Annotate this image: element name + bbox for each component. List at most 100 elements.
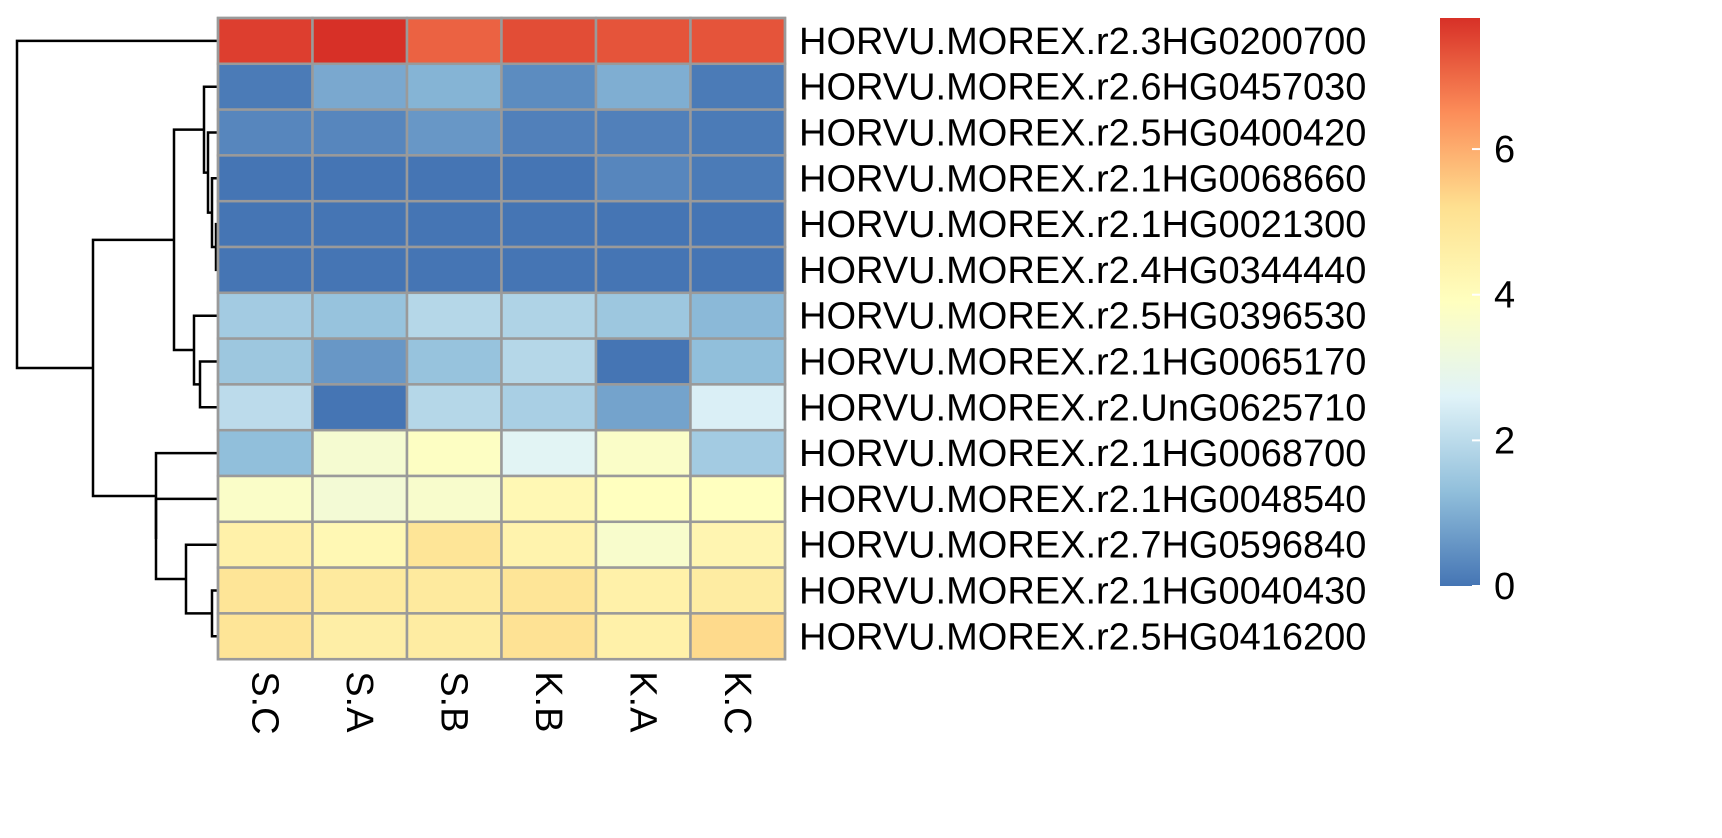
heatmap-cell xyxy=(500,245,598,295)
heatmap-cell xyxy=(216,337,314,386)
heatmap-cell xyxy=(689,566,787,615)
heatmap-cell xyxy=(405,566,503,615)
heatmap-cell xyxy=(594,16,692,66)
column-label: K.C xyxy=(716,671,758,734)
heatmap-cells xyxy=(216,16,787,661)
dendrogram-branch xyxy=(192,314,218,386)
heatmap-cell xyxy=(216,62,314,111)
row-label: HORVU.MOREX.r2.7HG0596840 xyxy=(799,525,1366,567)
heatmap-cell xyxy=(594,520,692,569)
dendrogram-branch xyxy=(15,39,218,370)
heatmap-cell xyxy=(216,383,314,432)
row-label: HORVU.MOREX.r2.5HG0416200 xyxy=(799,616,1366,658)
heatmap-cell xyxy=(216,291,314,340)
color-legend: 0 2 4 6 xyxy=(1440,18,1515,608)
row-label: HORVU.MOREX.r2.3HG0200700 xyxy=(799,21,1366,63)
heatmap-cell xyxy=(689,337,787,386)
row-label: HORVU.MOREX.r2.1HG0068660 xyxy=(799,158,1366,200)
row-labels: HORVU.MOREX.r2.3HG0200700HORVU.MOREX.r2.… xyxy=(799,21,1366,658)
heatmap-cell xyxy=(689,62,787,111)
heatmap-cell xyxy=(500,154,598,203)
row-label: HORVU.MOREX.r2.UnG0625710 xyxy=(799,387,1366,429)
heatmap-cell xyxy=(405,108,503,157)
heatmap-cell xyxy=(689,291,787,340)
dendrogram-branch xyxy=(172,128,204,352)
heatmap-cell xyxy=(500,612,598,661)
heatmap-cell xyxy=(500,337,598,386)
heatmap-cell xyxy=(311,62,409,111)
legend-tick-label: 2 xyxy=(1494,420,1515,462)
legend-tick-label: 0 xyxy=(1494,566,1515,608)
heatmap-cell xyxy=(311,154,409,203)
heatmap-cell xyxy=(216,199,314,249)
heatmap-cell xyxy=(594,428,692,478)
heatmap-cell xyxy=(594,62,692,111)
heatmap-cell xyxy=(311,612,409,661)
column-label: S.B xyxy=(432,671,474,732)
row-label: HORVU.MOREX.r2.6HG0457030 xyxy=(799,67,1366,109)
legend-color-bar xyxy=(1440,18,1480,586)
row-label: HORVU.MOREX.r2.1HG0048540 xyxy=(799,479,1366,521)
heatmap-cell xyxy=(500,62,598,111)
heatmap-cell xyxy=(594,566,692,615)
heatmap-cell xyxy=(500,520,598,569)
heatmap-cell xyxy=(500,566,598,615)
heatmap-cell xyxy=(405,154,503,203)
row-label: HORVU.MOREX.r2.5HG0396530 xyxy=(799,296,1366,338)
heatmap-cell xyxy=(311,520,409,569)
column-label: S.C xyxy=(243,671,285,734)
heatmap-cell xyxy=(594,612,692,661)
heatmap-cell xyxy=(311,428,409,478)
row-label: HORVU.MOREX.r2.1HG0021300 xyxy=(799,204,1366,246)
heatmap-cell xyxy=(405,245,503,295)
heatmap-cell xyxy=(689,108,787,157)
heatmap-cell xyxy=(689,612,787,661)
row-label: HORVU.MOREX.r2.4HG0344440 xyxy=(799,250,1366,292)
column-label: S.A xyxy=(338,671,380,733)
dendrogram-branch xyxy=(202,85,218,174)
heatmap-cell xyxy=(689,428,787,478)
column-label: K.B xyxy=(527,671,569,732)
heatmap-cell xyxy=(689,383,787,432)
heatmap-cell xyxy=(311,108,409,157)
heatmap-cell xyxy=(500,383,598,432)
heatmap-cell xyxy=(405,428,503,478)
heatmap-cell xyxy=(216,612,314,661)
heatmap-cell xyxy=(689,245,787,295)
heatmap-cell xyxy=(405,520,503,569)
heatmap-cell xyxy=(311,474,409,524)
heatmap-cell xyxy=(405,337,503,386)
heatmap-cell xyxy=(500,108,598,157)
heatmap-border xyxy=(216,16,787,661)
heatmap-cell xyxy=(689,474,787,524)
heatmap-cell xyxy=(405,62,503,111)
heatmap-cell xyxy=(405,199,503,249)
heatmap-cell xyxy=(216,16,314,66)
heatmap-cell xyxy=(216,566,314,615)
heatmap-cell xyxy=(216,245,314,295)
row-label: HORVU.MOREX.r2.1HG0065170 xyxy=(799,342,1366,384)
heatmap-cell xyxy=(500,199,598,249)
heatmap-cell xyxy=(689,154,787,203)
heatmap-cell xyxy=(216,474,314,524)
heatmap-cell xyxy=(216,154,314,203)
legend-tick-label: 4 xyxy=(1494,275,1515,317)
row-label: HORVU.MOREX.r2.1HG0068700 xyxy=(799,433,1366,475)
dendrogram-branch xyxy=(154,451,218,539)
heatmap-cell xyxy=(405,16,503,66)
heatmap-cell xyxy=(216,520,314,569)
heatmap-cell xyxy=(594,383,692,432)
heatmap-cell xyxy=(311,245,409,295)
heatmap-cell xyxy=(594,337,692,386)
heatmap-cell xyxy=(594,108,692,157)
heatmap-cell xyxy=(689,199,787,249)
heatmap-cell xyxy=(216,428,314,478)
row-label: HORVU.MOREX.r2.5HG0400420 xyxy=(799,113,1366,155)
heatmap-cell xyxy=(405,474,503,524)
heatmap-cell xyxy=(594,154,692,203)
heatmap-cell xyxy=(500,474,598,524)
heatmap-cell xyxy=(405,383,503,432)
column-label: K.A xyxy=(621,671,663,733)
heatmap-cell xyxy=(311,199,409,249)
